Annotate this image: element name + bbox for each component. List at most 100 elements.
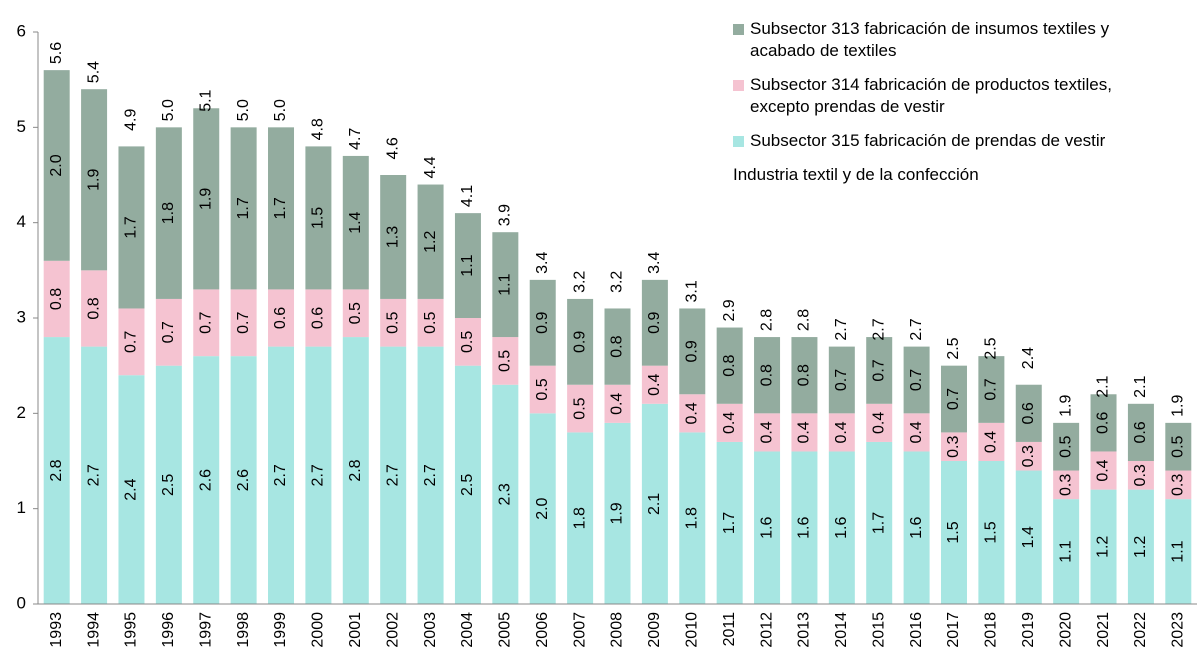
- bar-segment: [1015, 384, 1042, 442]
- bar-segment: [1053, 470, 1080, 500]
- value-label: 0.4: [683, 402, 700, 424]
- value-label: 0.4: [908, 421, 925, 443]
- bar-segment: [454, 365, 481, 604]
- total-label: 2.7: [908, 318, 925, 340]
- value-label: 1.7: [123, 216, 140, 238]
- bar-segment: [268, 346, 295, 604]
- value-label: 2.5: [160, 474, 177, 496]
- value-label: 1.5: [310, 207, 327, 229]
- value-label: 2.0: [48, 154, 65, 176]
- value-label: 0.9: [646, 312, 663, 334]
- bar-segment: [529, 365, 556, 414]
- total-label: 4.4: [422, 156, 439, 178]
- value-label: 0.4: [758, 421, 775, 443]
- value-label: 0.5: [571, 397, 588, 419]
- value-label: 0.8: [48, 288, 65, 310]
- value-label: 0.8: [796, 364, 813, 386]
- bar-segment: [791, 451, 818, 604]
- bar-segment: [305, 289, 332, 347]
- value-label: 1.8: [683, 507, 700, 529]
- value-label: 1.7: [870, 512, 887, 534]
- value-label: 0.7: [197, 312, 214, 334]
- bar-segment: [978, 356, 1005, 423]
- x-tick-label: 2022: [1132, 612, 1149, 648]
- value-label: 1.5: [945, 521, 962, 543]
- bar-segment: [417, 184, 444, 299]
- bar-segment: [866, 441, 893, 604]
- bar-segment: [1127, 489, 1154, 604]
- total-label: 2.7: [833, 318, 850, 340]
- bar-segment: [230, 289, 257, 357]
- value-label: 2.4: [123, 478, 140, 500]
- value-label: 2.8: [48, 459, 65, 481]
- total-label: 5.0: [160, 99, 177, 121]
- value-label: 0.9: [683, 340, 700, 362]
- x-tick-label: 2002: [384, 612, 401, 648]
- bar-segment: [43, 337, 70, 604]
- total-label: 4.9: [123, 109, 140, 131]
- total-label: 2.5: [945, 337, 962, 359]
- value-label: 0.4: [609, 393, 626, 415]
- x-tick-label: 2011: [721, 612, 738, 647]
- total-label: 1.9: [1057, 395, 1074, 417]
- bar-segment: [1165, 422, 1192, 471]
- value-label: 0.4: [796, 421, 813, 443]
- value-label: 2.0: [534, 497, 551, 519]
- x-tick-label: 2017: [945, 612, 962, 648]
- bar-segment: [43, 70, 70, 261]
- bar-segment: [380, 175, 407, 299]
- x-tick-label: 2009: [646, 612, 663, 648]
- bar-segment: [604, 384, 631, 423]
- x-tick-label: 1993: [48, 612, 65, 648]
- value-label: 0.5: [1057, 435, 1074, 457]
- total-label: 4.8: [310, 118, 327, 140]
- value-label: 1.6: [908, 517, 925, 539]
- total-label: 3.2: [609, 271, 626, 293]
- value-label: 0.7: [833, 369, 850, 391]
- bar-segment: [903, 413, 930, 452]
- total-label: 2.1: [1095, 375, 1112, 397]
- value-label: 0.8: [609, 335, 626, 357]
- value-label: 1.2: [1095, 536, 1112, 558]
- total-label: 4.6: [384, 137, 401, 159]
- bar-segment: [454, 213, 481, 318]
- value-label: 2.7: [310, 464, 327, 486]
- value-label: 1.6: [833, 517, 850, 539]
- value-label: 0.5: [422, 312, 439, 334]
- value-label: 0.4: [870, 412, 887, 434]
- x-tick-label: 2003: [422, 612, 439, 648]
- value-label: 0.5: [459, 331, 476, 353]
- legend: Subsector 313 fabricación de insumos tex…: [733, 18, 1143, 198]
- bar-segment: [828, 413, 855, 452]
- bar-segment: [1053, 422, 1080, 471]
- total-label: 1.9: [1170, 395, 1187, 417]
- bar-segment: [754, 451, 781, 604]
- bar-segment: [866, 337, 893, 404]
- bar-segment: [1015, 441, 1042, 471]
- y-tick-label: 1: [17, 498, 26, 517]
- legend-entry: Subsector 315 fabricación de prendas de …: [733, 130, 1143, 152]
- y-tick-label: 5: [17, 117, 26, 136]
- x-tick-label: 2016: [908, 612, 925, 648]
- bar-segment: [604, 422, 631, 604]
- value-label: 1.9: [609, 502, 626, 524]
- bar-segment: [529, 413, 556, 604]
- value-label: 0.5: [534, 378, 551, 400]
- value-label: 0.5: [1170, 435, 1187, 457]
- legend-entry: Subsector 314 fabricación de productos t…: [733, 74, 1143, 118]
- legend-label: Subsector 315 fabricación de prendas de …: [750, 131, 1106, 150]
- value-label: 0.4: [983, 431, 1000, 453]
- bar-segment: [940, 432, 967, 461]
- value-label: 2.3: [497, 483, 514, 505]
- total-label: 3.2: [571, 271, 588, 293]
- value-label: 2.7: [272, 464, 289, 486]
- total-label: 2.1: [1132, 375, 1149, 397]
- bar-segment: [342, 289, 369, 338]
- total-label: 2.8: [758, 309, 775, 331]
- value-label: 0.5: [497, 350, 514, 372]
- bar-segment: [81, 270, 108, 347]
- bar-segment: [1090, 489, 1117, 604]
- bar-segment: [716, 403, 743, 442]
- legend-label: Subsector 314 fabricación de productos t…: [750, 75, 1112, 116]
- bar-segment: [679, 308, 706, 395]
